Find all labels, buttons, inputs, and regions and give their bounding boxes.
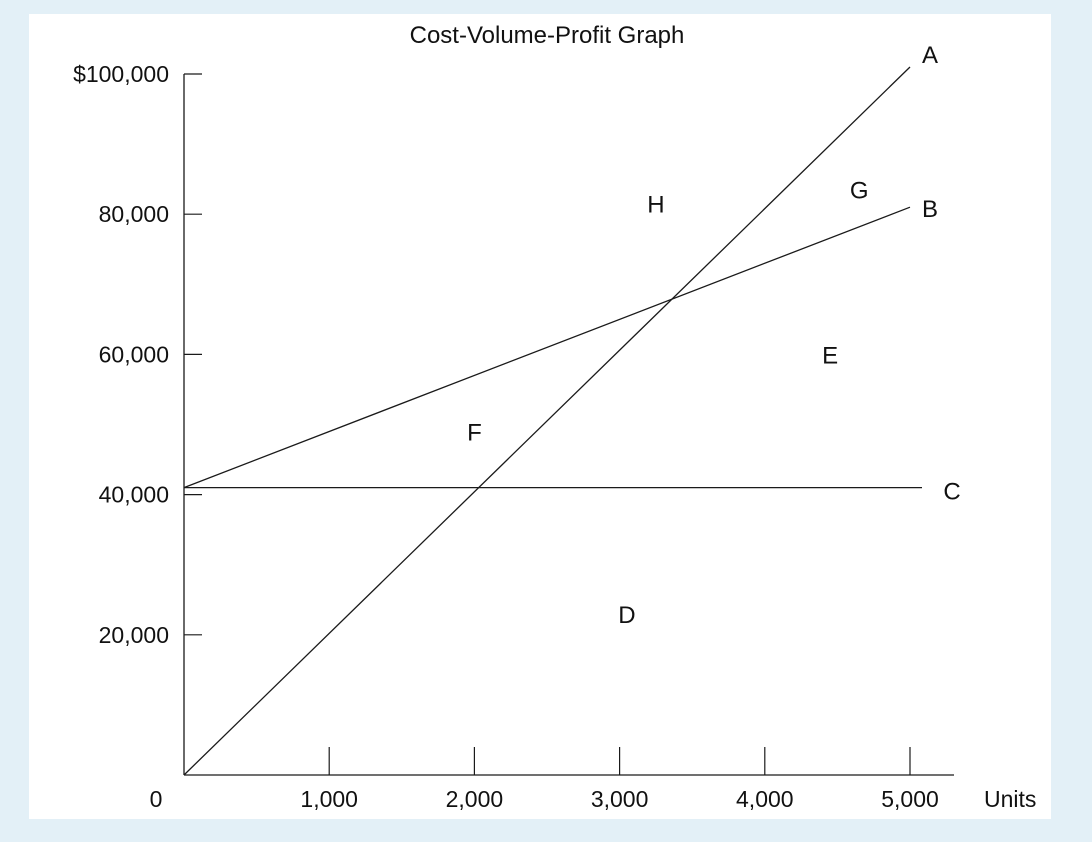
chart-title: Cost-Volume-Profit Graph (410, 22, 685, 49)
region-label-g: G (850, 178, 869, 205)
y-tick-label: $100,000 (73, 61, 169, 87)
y-tick-label: 40,000 (99, 482, 169, 508)
x-tick-label: 3,000 (591, 786, 649, 812)
origin-label: 0 (150, 786, 163, 812)
region-labels-group: H G E F D (467, 178, 868, 629)
region-label-e: E (822, 342, 838, 369)
y-tick-label: 20,000 (99, 622, 169, 648)
x-tick-label: 4,000 (736, 786, 794, 812)
region-label-h: H (647, 192, 664, 219)
x-tick-label: 2,000 (446, 786, 504, 812)
axes-group (183, 74, 954, 776)
series-label-b: B (922, 196, 938, 223)
region-label-f: F (467, 420, 482, 447)
cvp-chart: Cost-Volume-Profit Graph 0 1,000 2,000 3,00… (73, 22, 1036, 812)
chart-card: Cost-Volume-Profit Graph 0 1,000 2,000 3,00… (29, 14, 1051, 819)
x-tick-label: 5,000 (881, 786, 939, 812)
series-group: A B C (183, 42, 961, 776)
y-tick-label: 80,000 (99, 201, 169, 227)
ticks-group: 0 1,000 2,000 3,000 4,000 5,000 Units 20,000 40,… (73, 61, 1036, 812)
series-line-b (183, 206, 911, 489)
series-label-c: C (943, 479, 960, 506)
region-label-d: D (618, 602, 635, 629)
y-tick-label: 60,000 (99, 341, 169, 367)
x-tick-label: 1,000 (300, 786, 358, 812)
series-line-a (183, 66, 911, 776)
x-axis-label: Units (984, 786, 1036, 812)
series-label-a: A (922, 42, 938, 69)
